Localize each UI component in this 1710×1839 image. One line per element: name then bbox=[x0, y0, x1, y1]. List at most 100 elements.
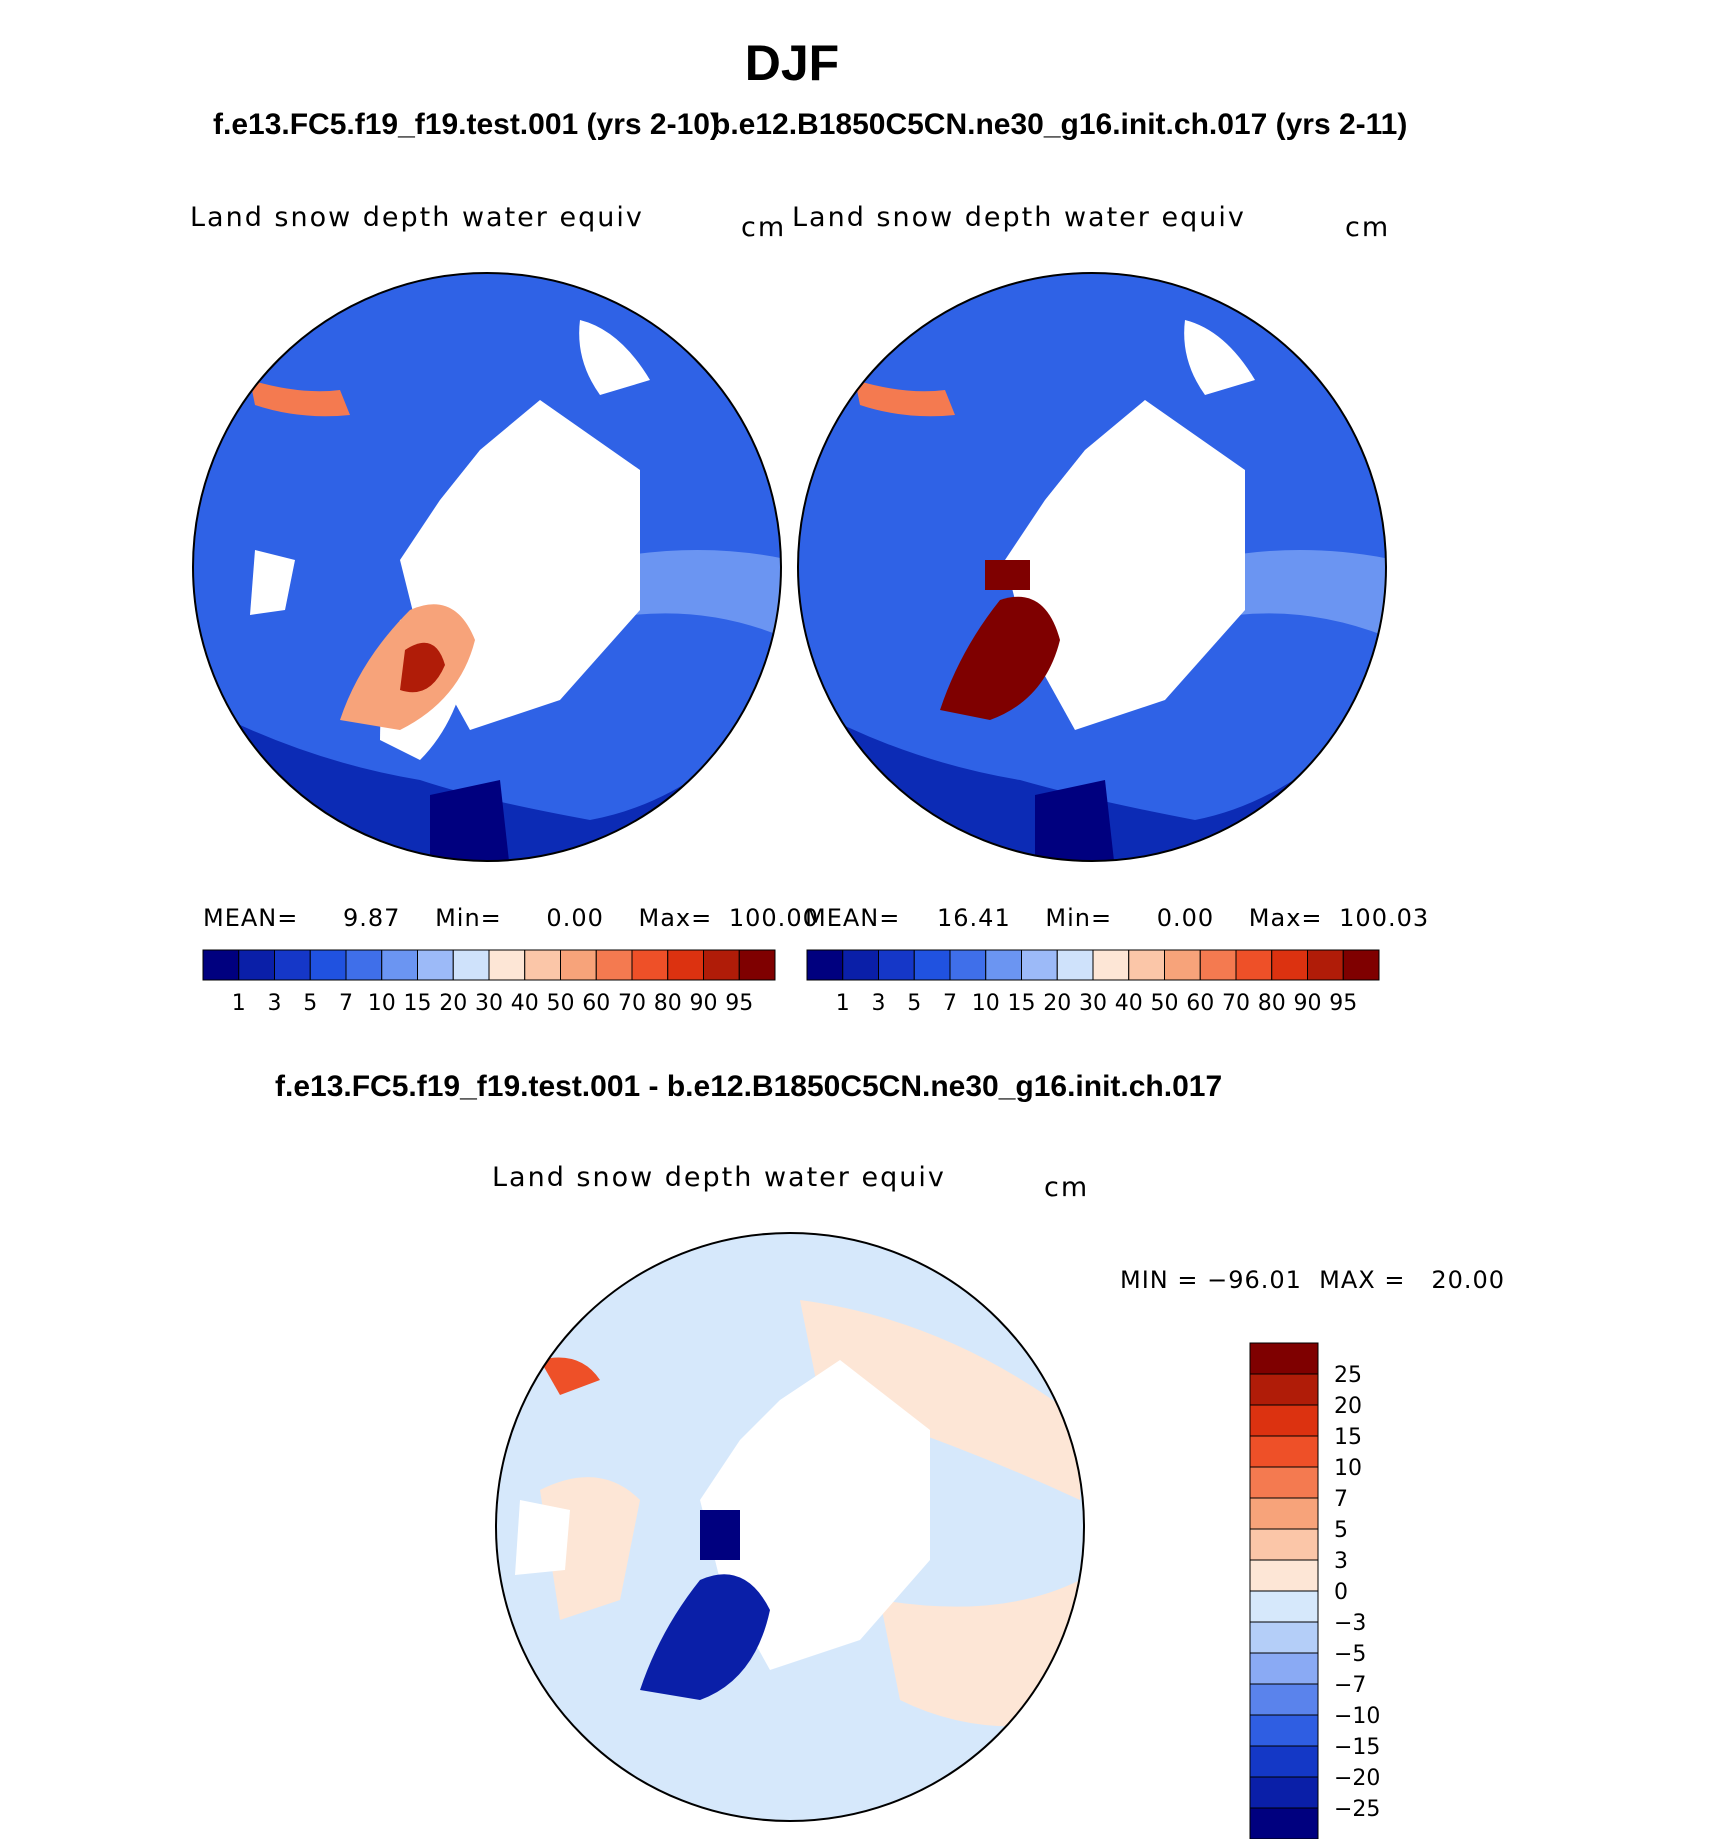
left-colorbar-swatch bbox=[524, 949, 561, 981]
right-colorbar-swatch bbox=[806, 949, 844, 981]
left-colorbar-swatch bbox=[238, 949, 275, 981]
right-units-label: cm bbox=[1345, 212, 1391, 243]
left-colorbar-swatch bbox=[381, 949, 418, 981]
diff-polar-map bbox=[495, 1232, 1085, 1822]
diff-colorbar-swatch bbox=[1249, 1373, 1319, 1406]
right-colorbar-label: 70 bbox=[1222, 991, 1250, 1016]
diff-colorbar-swatch bbox=[1249, 1497, 1319, 1530]
left-colorbar-swatch bbox=[417, 949, 454, 981]
diff-colorbar-swatch bbox=[1249, 1621, 1319, 1654]
right-mean-label: MEAN= bbox=[805, 904, 901, 932]
right-colorbar-label: 95 bbox=[1329, 991, 1357, 1016]
diff-colorbar-label: 7 bbox=[1334, 1487, 1348, 1512]
left-colorbar-label: 70 bbox=[618, 991, 646, 1016]
left-mean-value: 9.87 bbox=[343, 904, 401, 932]
left-colorbar-label: 1 bbox=[232, 991, 246, 1016]
left-colorbar-swatch bbox=[488, 949, 526, 981]
diff-colorbar-swatch bbox=[1249, 1652, 1319, 1685]
left-colorbar-swatch bbox=[274, 949, 311, 981]
left-units-label: cm bbox=[741, 212, 787, 243]
left-variable-label: Land snow depth water equiv bbox=[190, 202, 644, 233]
left-colorbar-swatch bbox=[309, 949, 347, 981]
diff-colorbar-label: −5 bbox=[1334, 1642, 1366, 1667]
diff-colorbar-label: 10 bbox=[1334, 1456, 1362, 1481]
right-colorbar-swatch bbox=[1235, 949, 1273, 981]
diff-colorbar-label: −20 bbox=[1334, 1766, 1380, 1791]
right-variable-label: Land snow depth water equiv bbox=[792, 202, 1246, 233]
diff-colorbar-swatch bbox=[1249, 1683, 1319, 1716]
right-colorbar-swatch bbox=[1021, 949, 1058, 981]
right-colorbar-label: 15 bbox=[1008, 991, 1036, 1016]
right-colorbar-swatch bbox=[1056, 949, 1094, 981]
right-colorbar-label: 7 bbox=[943, 991, 957, 1016]
right-colorbar-label: 10 bbox=[972, 991, 1000, 1016]
right-colorbar-swatch bbox=[878, 949, 915, 981]
left-colorbar-swatch bbox=[560, 949, 597, 981]
right-colorbar-swatch bbox=[985, 949, 1022, 981]
right-colorbar-label: 40 bbox=[1115, 991, 1143, 1016]
diff-colorbar-label: −25 bbox=[1334, 1797, 1380, 1822]
right-max-value: 100.03 bbox=[1339, 904, 1430, 932]
right-colorbar-swatch bbox=[1307, 949, 1344, 981]
diff-colorbar-label: −10 bbox=[1334, 1704, 1380, 1729]
left-min-label: Min= bbox=[435, 904, 502, 932]
left-colorbar-swatch bbox=[703, 949, 740, 981]
diff-colorbar-swatch bbox=[1249, 1559, 1319, 1592]
left-colorbar-label: 90 bbox=[690, 991, 718, 1016]
left-colorbar-label: 3 bbox=[268, 991, 282, 1016]
diff-minmax: MIN = −96.01 MAX = 20.00 bbox=[1120, 1266, 1506, 1294]
diff-colorbar-swatch bbox=[1249, 1590, 1319, 1623]
left-colorbar-swatch bbox=[202, 949, 240, 981]
left-colorbar-label: 80 bbox=[654, 991, 682, 1016]
left-colorbar-label: 60 bbox=[582, 991, 610, 1016]
left-colorbar-label: 30 bbox=[475, 991, 503, 1016]
right-min-value: 0.00 bbox=[1156, 904, 1215, 932]
diff-colorbar-label: −3 bbox=[1334, 1611, 1366, 1636]
left-colorbar-swatch bbox=[595, 949, 633, 981]
right-colorbar-label: 30 bbox=[1079, 991, 1107, 1016]
right-max-label: Max= bbox=[1248, 904, 1323, 932]
diff-colorbar-swatch bbox=[1249, 1404, 1319, 1437]
right-colorbar-label: 1 bbox=[836, 991, 850, 1016]
diff-colorbar-label: 20 bbox=[1334, 1394, 1362, 1419]
diff-colorbar-label: 15 bbox=[1334, 1425, 1362, 1450]
right-colorbar-label: 5 bbox=[907, 991, 921, 1016]
left-colorbar-label: 20 bbox=[439, 991, 467, 1016]
right-colorbar-swatch bbox=[1199, 949, 1237, 981]
left-colorbar-label: 50 bbox=[547, 991, 575, 1016]
left-colorbar-label: 10 bbox=[368, 991, 396, 1016]
diff-colorbar-swatch bbox=[1249, 1466, 1319, 1499]
right-stats: MEAN= 16.41 Min= 0.00 Max= 100.03 bbox=[805, 904, 1429, 932]
left-polar-map bbox=[192, 272, 782, 862]
diff-colorbar-swatch bbox=[1249, 1714, 1319, 1747]
right-colorbar-swatch bbox=[842, 949, 879, 981]
right-colorbar-swatch bbox=[1128, 949, 1165, 981]
diff-colorbar-label: −15 bbox=[1334, 1735, 1380, 1760]
left-stats: MEAN= 9.87 Min= 0.00 Max= 100.00 bbox=[203, 904, 819, 932]
left-mean-label: MEAN= bbox=[203, 904, 299, 932]
right-colorbar-swatch bbox=[1164, 949, 1201, 981]
left-max-value: 100.00 bbox=[728, 904, 819, 932]
diff-colorbar-label: −7 bbox=[1334, 1673, 1366, 1698]
left-max-label: Max= bbox=[638, 904, 713, 932]
left-colorbar-swatch bbox=[345, 949, 383, 981]
diff-colorbar-swatch bbox=[1249, 1435, 1319, 1468]
left-colorbar-swatch bbox=[452, 949, 490, 981]
right-colorbar-label: 90 bbox=[1294, 991, 1322, 1016]
left-colorbar-label: 40 bbox=[511, 991, 539, 1016]
left-colorbar-swatch bbox=[667, 949, 704, 981]
right-mean-value: 16.41 bbox=[937, 904, 1011, 932]
right-colorbar-swatch bbox=[1271, 949, 1308, 981]
right-colorbar-swatch bbox=[1342, 949, 1380, 981]
diff-variable-label: Land snow depth water equiv bbox=[492, 1162, 946, 1193]
left-colorbar-label: 15 bbox=[404, 991, 432, 1016]
left-case-title: f.e13.FC5.f19_f19.test.001 (yrs 2-10) bbox=[213, 108, 720, 141]
right-polar-map bbox=[797, 272, 1387, 862]
diff-colorbar-label: 3 bbox=[1334, 1549, 1348, 1574]
left-colorbar-swatch bbox=[631, 949, 669, 981]
diff-colorbar-swatch bbox=[1249, 1528, 1319, 1561]
diff-colorbar-label: 5 bbox=[1334, 1518, 1348, 1543]
right-min-label: Min= bbox=[1045, 904, 1113, 932]
right-colorbar-label: 60 bbox=[1186, 991, 1214, 1016]
